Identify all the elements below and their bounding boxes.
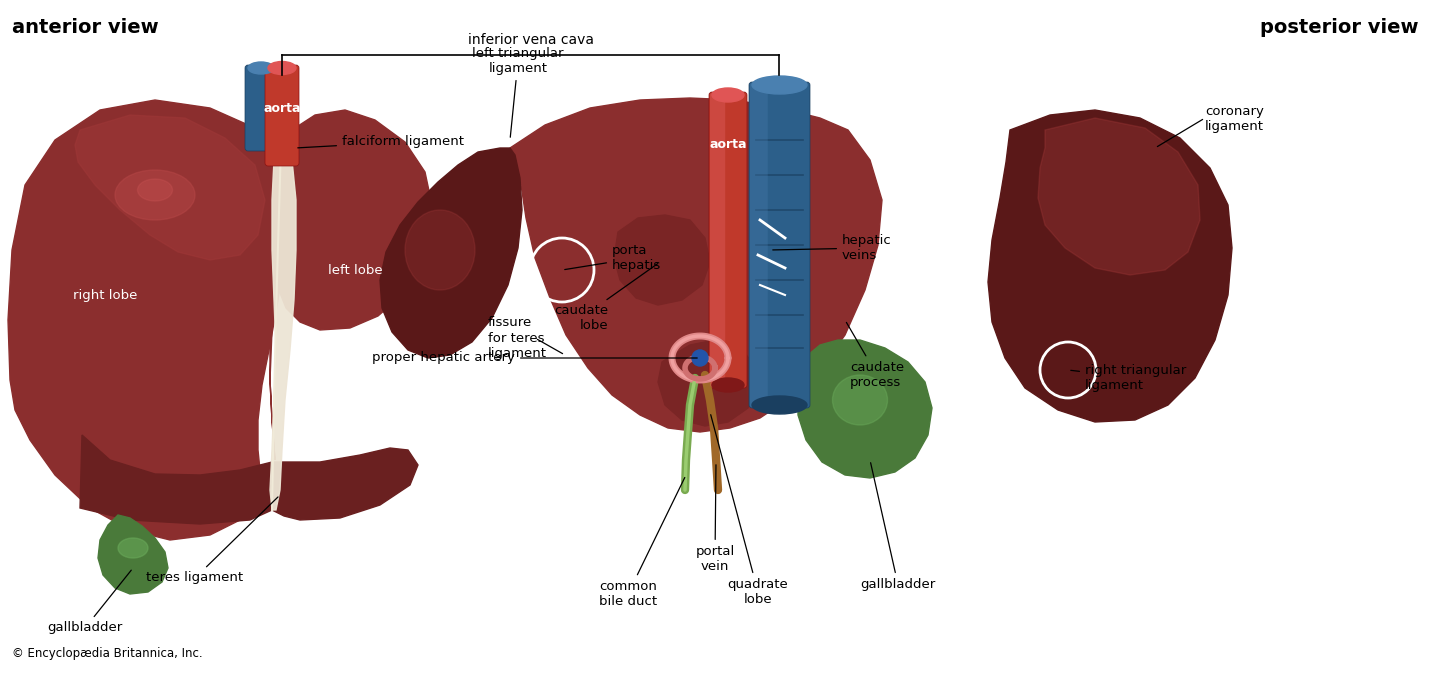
Ellipse shape <box>712 378 744 392</box>
Polygon shape <box>99 515 167 594</box>
Polygon shape <box>380 148 522 358</box>
Ellipse shape <box>712 88 744 102</box>
Text: teres ligament: teres ligament <box>146 497 277 584</box>
Text: caudate
lobe: caudate lobe <box>553 264 658 332</box>
Text: right lobe: right lobe <box>73 288 137 301</box>
Polygon shape <box>80 435 418 524</box>
Text: fissure
for teres
ligament: fissure for teres ligament <box>488 317 548 359</box>
Polygon shape <box>511 98 882 432</box>
Polygon shape <box>798 340 932 478</box>
Ellipse shape <box>752 396 807 414</box>
Polygon shape <box>9 100 290 540</box>
Ellipse shape <box>405 210 475 290</box>
Ellipse shape <box>119 538 147 558</box>
Ellipse shape <box>752 76 807 94</box>
Circle shape <box>692 350 708 366</box>
Polygon shape <box>270 140 296 510</box>
Text: common
bile duct: common bile duct <box>599 477 685 608</box>
Polygon shape <box>988 110 1233 422</box>
Text: coronary
ligament: coronary ligament <box>1205 105 1264 133</box>
Text: left lobe: left lobe <box>327 264 382 276</box>
Polygon shape <box>74 115 265 260</box>
FancyBboxPatch shape <box>749 83 768 407</box>
Polygon shape <box>613 215 711 305</box>
Ellipse shape <box>247 62 275 74</box>
Text: aorta: aorta <box>709 138 746 152</box>
Ellipse shape <box>114 170 194 220</box>
Text: caudate
process: caudate process <box>847 322 904 389</box>
Ellipse shape <box>137 179 173 201</box>
Text: aorta: aorta <box>263 102 300 115</box>
Text: inferior vena cava: inferior vena cava <box>468 33 593 47</box>
FancyBboxPatch shape <box>711 93 725 387</box>
Text: © Encyclopædia Britannica, Inc.: © Encyclopædia Britannica, Inc. <box>11 647 203 660</box>
Text: gallbladder: gallbladder <box>861 463 935 591</box>
Ellipse shape <box>832 375 888 425</box>
Text: portal
vein: portal vein <box>695 465 735 573</box>
Text: quadrate
lobe: quadrate lobe <box>711 415 788 606</box>
Text: porta
hepatis: porta hepatis <box>565 244 661 272</box>
Text: hepatic
veins: hepatic veins <box>772 234 892 262</box>
Text: falciform ligament: falciform ligament <box>297 135 463 148</box>
Polygon shape <box>658 340 755 426</box>
Text: proper hepatic artery: proper hepatic artery <box>372 352 698 365</box>
Text: posterior view: posterior view <box>1260 18 1419 37</box>
Text: anterior view: anterior view <box>11 18 159 37</box>
Ellipse shape <box>267 61 296 75</box>
FancyBboxPatch shape <box>245 65 277 151</box>
Text: left triangular
ligament: left triangular ligament <box>472 47 563 137</box>
FancyBboxPatch shape <box>749 82 809 408</box>
Polygon shape <box>1038 118 1200 275</box>
FancyBboxPatch shape <box>709 92 746 388</box>
Text: gallbladder: gallbladder <box>47 570 132 634</box>
FancyBboxPatch shape <box>265 65 299 166</box>
Polygon shape <box>270 110 432 460</box>
Text: right triangular
ligament: right triangular ligament <box>1071 364 1187 392</box>
